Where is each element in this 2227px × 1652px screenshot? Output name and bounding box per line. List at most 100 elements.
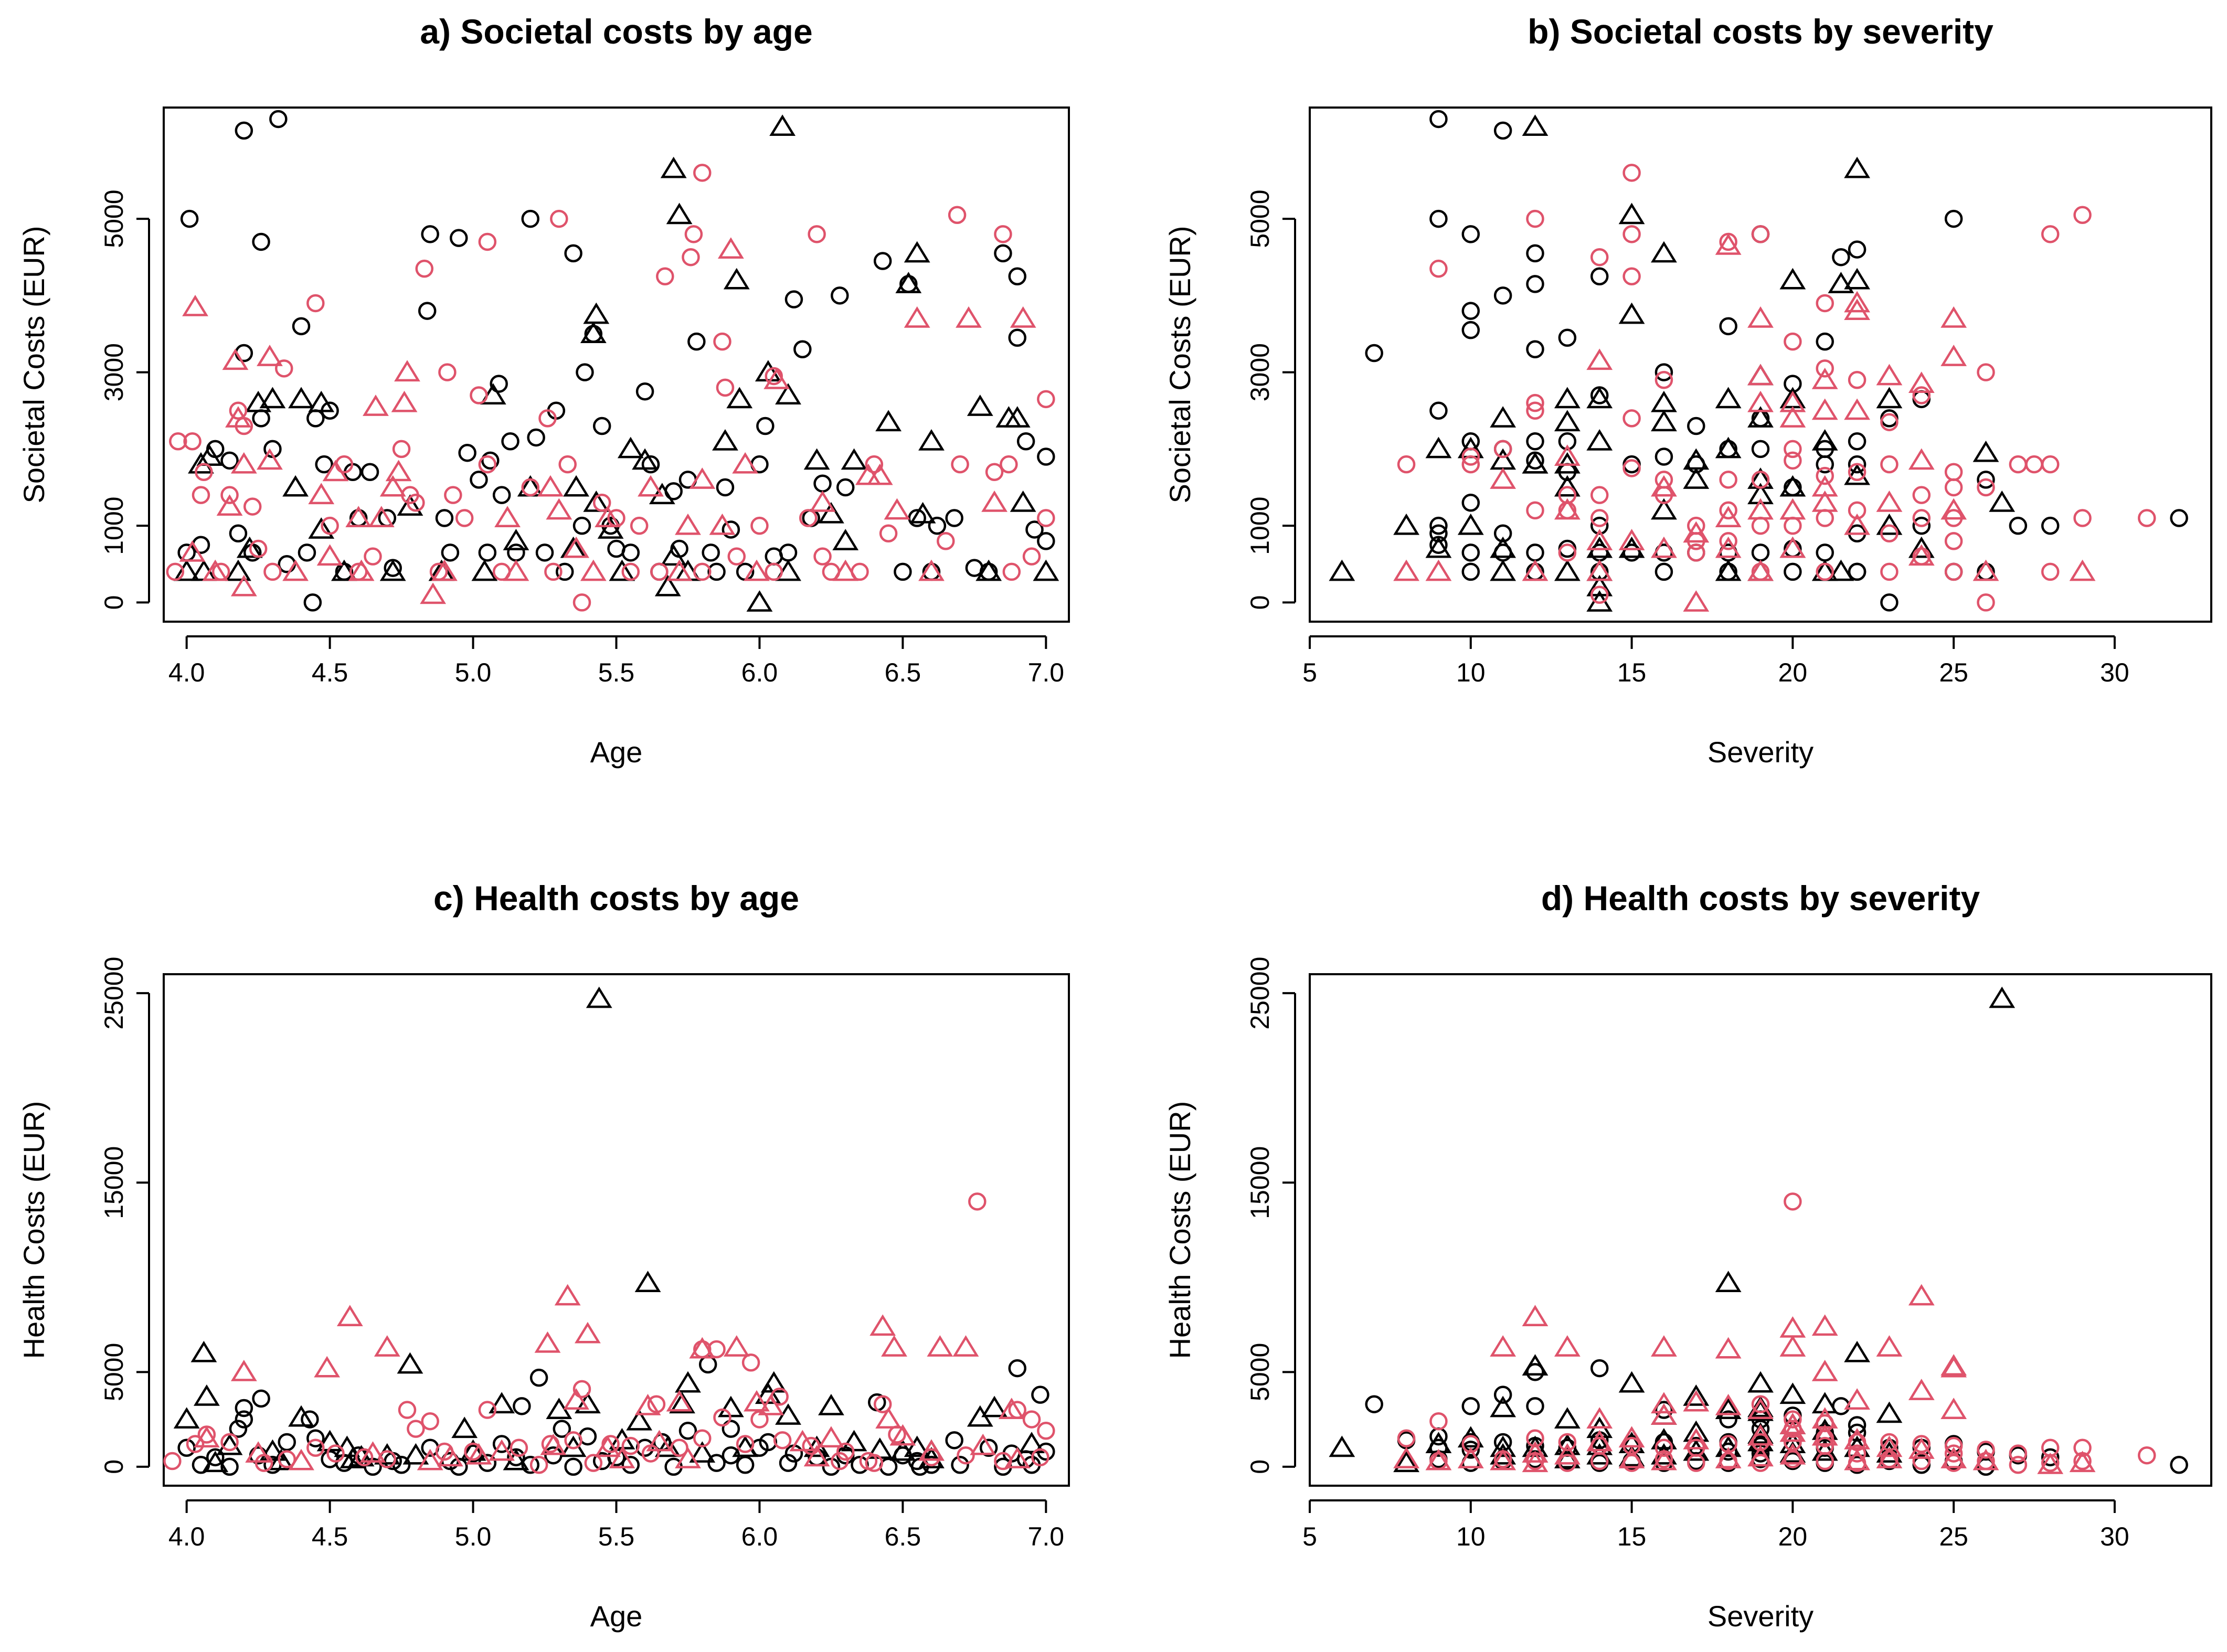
data-point-circle (1590, 585, 1609, 604)
data-point-triangle (1033, 559, 1059, 581)
data-point-circle (1493, 1385, 1512, 1404)
data-point-circle (831, 1452, 849, 1470)
data-point-circle (1590, 486, 1609, 504)
data-point-circle (1912, 1435, 1931, 1453)
data-point-circle (1687, 417, 1705, 435)
data-point-triangle (1844, 156, 1870, 178)
data-point-triangle (1586, 574, 1613, 596)
data-point-circle (1848, 1423, 1867, 1442)
data-point-circle (722, 520, 740, 539)
chart-title: b) Societal costs by severity (1528, 12, 1993, 51)
data-point-triangle (1844, 1448, 1870, 1470)
data-point-circle (1461, 447, 1480, 466)
data-point-triangle (316, 1430, 343, 1452)
data-point-circle (1622, 267, 1641, 286)
data-point-circle (1622, 459, 1641, 477)
data-point-circle (1590, 1359, 1609, 1378)
data-point-circle (1461, 321, 1480, 339)
data-point-circle (1461, 302, 1480, 320)
data-point-triangle (1715, 1398, 1742, 1420)
data-point-triangle (503, 529, 529, 550)
y-tick-label: 5000 (1245, 189, 1275, 248)
data-point-circle (1719, 317, 1737, 336)
data-point-triangle (1844, 1428, 1870, 1450)
data-point-triangle (675, 1447, 701, 1468)
data-point-circle (249, 539, 268, 558)
data-point-circle (1816, 359, 1834, 378)
data-point-triangle (259, 1439, 286, 1461)
x-tick-label: 20 (1778, 1522, 1808, 1551)
data-point-circle (951, 1456, 969, 1474)
x-tick-label: 6.5 (885, 658, 921, 687)
data-point-triangle (1876, 513, 1903, 535)
data-point-circle (1977, 593, 1995, 612)
data-point-circle (558, 455, 577, 474)
data-point-triangle (1554, 452, 1581, 474)
data-point-triangle (1779, 1413, 1806, 1434)
data-point-circle (2041, 1448, 2060, 1467)
data-point-triangle (1876, 387, 1903, 409)
data-point-circle (1880, 593, 1899, 612)
data-point-circle (1590, 267, 1609, 286)
data-point-circle (458, 443, 476, 462)
data-point-triangle (503, 559, 529, 581)
data-point-triangle (726, 387, 753, 409)
data-point-circle (555, 562, 574, 581)
data-point-circle (1719, 1410, 1737, 1429)
data-point-circle (1008, 328, 1026, 347)
data-point-triangle (904, 241, 930, 263)
data-point-triangle (1844, 291, 1870, 313)
data-point-triangle (1940, 1356, 1967, 1378)
data-point-circle (1848, 1416, 1867, 1434)
data-point-triangle (1522, 452, 1549, 474)
data-point-circle (784, 290, 803, 308)
x-tick-label: 6.5 (885, 1522, 921, 1551)
data-point-triangle (617, 436, 644, 459)
data-point-circle (1037, 447, 1055, 466)
data-point-circle (2009, 1456, 2028, 1474)
data-point-triangle (580, 559, 607, 581)
data-point-triangle (884, 498, 910, 520)
data-point-circle (635, 382, 654, 401)
data-point-circle (529, 1368, 548, 1387)
data-point-circle (298, 543, 316, 562)
data-point-circle (1880, 455, 1899, 474)
data-point-circle (922, 1448, 941, 1467)
data-point-triangle (1586, 348, 1613, 370)
data-point-triangle (1747, 364, 1774, 386)
data-point-triangle (1844, 513, 1870, 535)
data-point-triangle (257, 448, 283, 470)
data-point-circle (1655, 371, 1673, 389)
data-point-triangle (230, 574, 257, 596)
data-point-circle (592, 494, 611, 512)
data-point-triangle (1618, 1447, 1645, 1468)
data-point-triangle (1811, 1314, 1838, 1336)
x-tick-label: 7.0 (1028, 1522, 1065, 1551)
data-point-circle (2170, 509, 2188, 527)
data-point-triangle (1522, 1305, 1549, 1327)
data-point-triangle (1490, 1395, 1517, 1417)
data-point-circle (553, 1420, 571, 1438)
data-point-circle (180, 209, 199, 228)
data-point-triangle (875, 1407, 902, 1429)
data-point-circle (301, 1410, 319, 1429)
data-point-circle (220, 451, 239, 470)
data-point-circle (1558, 543, 1577, 562)
data-point-triangle (202, 559, 229, 581)
data-point-circle (220, 486, 239, 504)
data-point-circle (1397, 1429, 1416, 1447)
data-point-circle (1784, 1192, 1802, 1211)
data-point-triangle (1683, 1384, 1710, 1406)
data-point-triangle (1393, 1447, 1419, 1468)
data-point-circle (592, 417, 611, 435)
data-point-circle (1944, 1444, 1963, 1463)
data-point-circle (1944, 478, 1963, 497)
y-tick-label: 25000 (99, 957, 129, 1030)
data-point-circle (1037, 532, 1055, 550)
data-point-circle (235, 1399, 253, 1417)
data-point-circle (1493, 286, 1512, 305)
data-point-triangle (322, 460, 349, 482)
data-point-circle (968, 1192, 987, 1211)
y-tick-label: 3000 (1245, 343, 1275, 401)
data-point-triangle (975, 559, 1002, 581)
